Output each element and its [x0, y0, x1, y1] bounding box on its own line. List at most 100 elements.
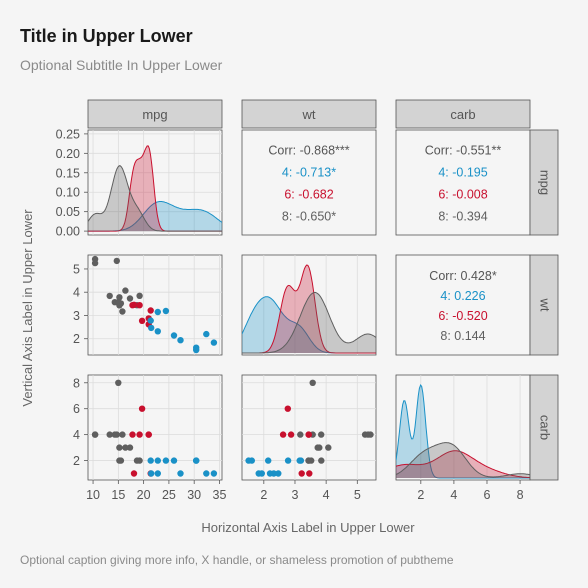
point-cyl-8: [116, 294, 123, 301]
y-tick-label: 8: [73, 376, 80, 390]
x-tick-label: 25: [162, 488, 176, 502]
point-cyl-4: [258, 470, 265, 477]
point-cyl-6: [130, 470, 138, 477]
x-tick-label: 30: [187, 488, 201, 502]
x-tick-label: 4: [450, 488, 457, 502]
point-cyl-4: [203, 470, 210, 477]
point-cyl-6: [298, 470, 305, 477]
panel-background: [395, 129, 531, 236]
correlation-text: 8: 0.144: [440, 329, 485, 343]
correlation-text: 4: 0.226: [440, 289, 485, 303]
x-tick-label: 6: [484, 488, 491, 502]
y-tick-label: 0.20: [56, 147, 80, 161]
strip-label: carb: [450, 107, 475, 122]
density-line-cyl-6: [396, 450, 530, 479]
point-cyl-6: [279, 431, 287, 438]
point-cyl-4: [170, 457, 178, 464]
density-area-cyl-4: [242, 296, 376, 353]
strip-right-wt: wt: [529, 254, 559, 356]
point-cyl-8: [325, 444, 332, 451]
point-cyl-4: [154, 328, 161, 335]
panel-background: [241, 129, 377, 236]
point-cyl-4: [245, 457, 252, 464]
point-cyl-6: [306, 470, 313, 477]
panel-mpg-mpg: [87, 129, 223, 236]
point-cyl-8: [91, 431, 99, 438]
point-cyl-8: [116, 457, 123, 464]
point-cyl-8: [305, 457, 312, 464]
density-area-cyl-4: [88, 201, 222, 232]
panel-background: [87, 374, 223, 481]
point-cyl-8: [106, 292, 113, 300]
point-cyl-6: [136, 302, 143, 309]
panel-wt-carb: Corr: 0.428* 4: 0.226 6: -0.520 8: 0.144: [395, 254, 531, 356]
x-tick-label: 2: [260, 488, 267, 502]
density-area-cyl-6: [242, 265, 376, 353]
point-cyl-4: [193, 457, 200, 464]
point-cyl-8: [318, 431, 325, 438]
point-cyl-4: [210, 470, 218, 477]
point-cyl-4: [296, 457, 303, 464]
point-cyl-4: [162, 457, 170, 464]
point-cyl-6: [147, 307, 154, 314]
point-cyl-8: [126, 295, 134, 302]
panel-wt-wt: [241, 254, 377, 356]
x-tick-label: 8: [517, 488, 524, 502]
x-tick-label: 20: [137, 488, 151, 502]
y-tick-label: 3: [73, 309, 80, 323]
y-tick-label: 2: [73, 332, 80, 346]
correlation-text: 4: -0.713*: [282, 166, 336, 180]
correlation-text: 6: -0.008: [438, 188, 487, 202]
correlation-text: 6: -0.520: [438, 309, 487, 323]
y-tick-label: 4: [73, 286, 80, 300]
point-cyl-8: [115, 299, 122, 306]
point-cyl-4: [154, 308, 161, 316]
point-cyl-6: [138, 405, 146, 412]
y-tick-label: 6: [73, 402, 80, 416]
correlation-text: 8: -0.650*: [282, 210, 336, 224]
point-cyl-4: [148, 470, 155, 477]
x-tick-label: 35: [213, 488, 227, 502]
point-cyl-4: [147, 457, 154, 464]
y-tick-label: 5: [73, 262, 80, 276]
strip-top-carb: carb: [395, 99, 531, 129]
y-axis-label: Vertical Axis Label in Upper Lower: [20, 209, 35, 407]
density-line-cyl-8: [242, 291, 376, 354]
point-cyl-6: [138, 317, 146, 324]
density-area-cyl-8: [396, 442, 530, 478]
panel-background: [87, 129, 223, 236]
panel-carb-carb: [395, 374, 531, 481]
y-tick-label: 0.10: [56, 186, 80, 200]
point-cyl-8: [309, 379, 316, 386]
point-cyl-8: [113, 431, 121, 438]
point-cyl-4: [265, 457, 272, 464]
strip-label: carb: [538, 415, 553, 440]
panel-mpg-wt: Corr: -0.868*** 4: -0.713* 6: -0.682 8: -0.…: [241, 129, 377, 236]
point-cyl-4: [284, 457, 292, 464]
point-cyl-6: [145, 431, 152, 438]
point-cyl-4: [275, 470, 282, 477]
point-cyl-4: [154, 457, 161, 464]
point-cyl-4: [266, 470, 274, 477]
point-cyl-8: [318, 457, 325, 464]
point-cyl-6: [305, 431, 312, 438]
point-cyl-6: [129, 431, 136, 438]
point-cyl-4: [177, 337, 184, 344]
point-cyl-8: [119, 431, 126, 438]
panel-carb-mpg: [87, 374, 223, 481]
point-cyl-8: [116, 444, 123, 451]
point-cyl-8: [316, 444, 323, 451]
strip-label: wt: [302, 107, 316, 122]
strip-label: mpg: [538, 170, 553, 195]
panel-carb-wt: [241, 374, 377, 481]
y-tick-label: 0.00: [56, 225, 80, 239]
y-tick-label: 2: [73, 454, 80, 468]
x-tick-label: 5: [354, 488, 361, 502]
density-line-cyl-8: [88, 165, 222, 232]
correlation-text: 6: -0.682: [284, 188, 333, 202]
point-cyl-8: [297, 431, 304, 438]
point-cyl-8: [136, 292, 143, 299]
y-tick-label: 0.25: [56, 127, 80, 141]
point-cyl-4: [193, 346, 200, 354]
density-line-cyl-8: [396, 442, 530, 478]
